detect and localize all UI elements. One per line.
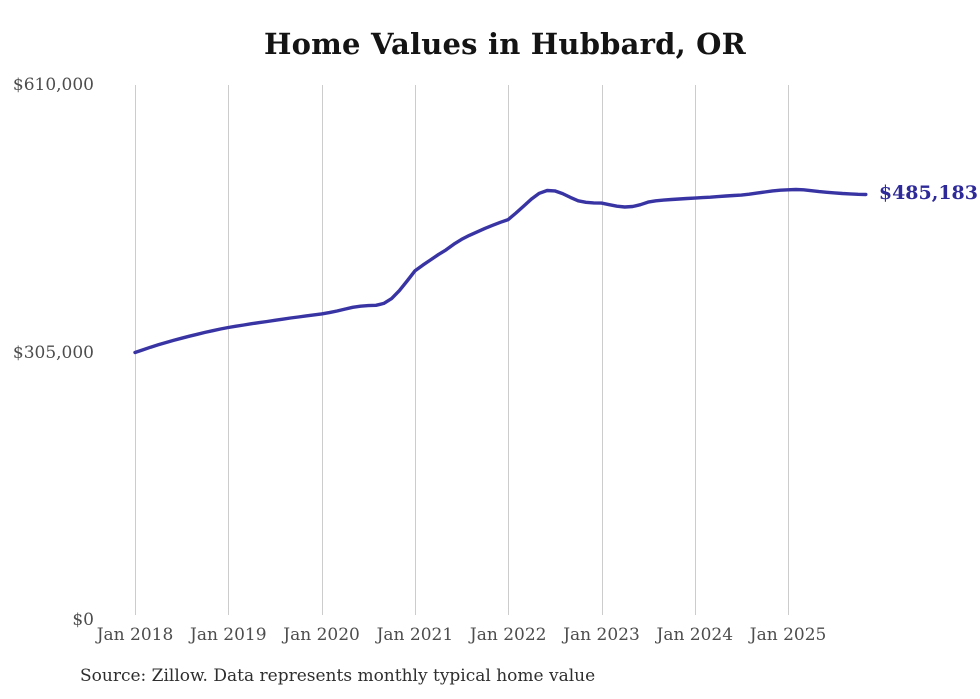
y-tick-label: $0 bbox=[72, 610, 94, 630]
x-tick-label: Jan 2021 bbox=[376, 625, 454, 645]
latest-value-label: $485,183 bbox=[878, 182, 978, 205]
x-tick-label: Jan 2019 bbox=[190, 625, 267, 645]
chart-title: Home Values in Hubbard, OR bbox=[264, 27, 746, 61]
x-tick-label: Jan 2024 bbox=[656, 625, 734, 645]
home-value-line bbox=[133, 187, 868, 355]
gridlines bbox=[135, 85, 789, 615]
x-tick-label: Jan 2020 bbox=[283, 625, 360, 645]
y-tick-label: $305,000 bbox=[12, 342, 94, 363]
x-tick-label: Jan 2023 bbox=[563, 625, 640, 645]
x-tick-label: Jan 2025 bbox=[749, 625, 827, 645]
x-tick-label: Jan 2018 bbox=[96, 625, 174, 645]
x-tick-label: Jan 2022 bbox=[469, 625, 547, 645]
y-tick-label: $610,000 bbox=[12, 75, 94, 95]
source-note: Source: Zillow. Data represents monthly … bbox=[80, 666, 596, 686]
